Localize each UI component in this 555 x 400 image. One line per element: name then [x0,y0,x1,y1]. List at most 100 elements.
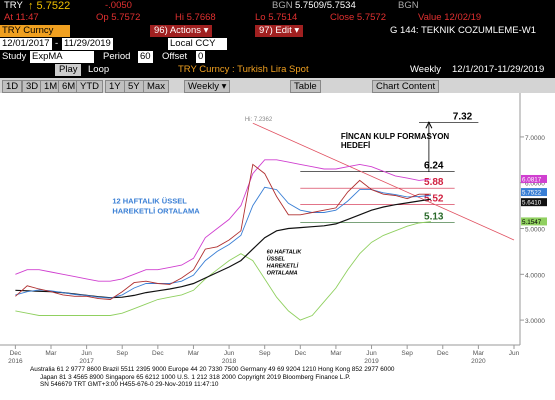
open: Op 5.7572 [96,12,141,23]
price-tag [521,188,547,197]
period[interactable]: 60 [138,51,153,63]
y-tick-label: 7.0000 [525,135,545,142]
x-tick-label: Dec [152,350,164,357]
level-label: 5.52 [424,194,444,205]
edit-menu[interactable]: 97) Edit ▾ [255,25,304,37]
period-button[interactable]: 5Y [124,80,144,93]
x-tick-label: Jun [224,350,235,357]
footer-line: Japan 81 3 4565 8900 Singapore 65 6212 1… [40,373,351,381]
y-tick-label: 3.0000 [525,318,545,325]
period-button[interactable]: 1D [2,80,23,93]
price-tag [521,174,547,183]
range: 12/1/2017-11/29/2019 [452,64,545,75]
description: TRY Curncy : Turkish Lira Spot [178,64,309,75]
study[interactable]: ExpMA [30,51,94,63]
footer: Australia 61 2 9777 8600 Brazil 5511 239… [0,366,555,400]
level-label: 5.88 [424,177,444,188]
level-label: 7.32 [453,111,473,122]
chart-background [0,93,555,366]
period-button[interactable]: Max [143,80,169,93]
security-input[interactable]: TRY Curncy [0,25,70,37]
start-date[interactable]: 12/01/2017 [0,38,52,50]
period-button[interactable]: 1Y [105,80,125,93]
source: BGN [272,0,293,11]
level-label: 6.24 [424,161,444,172]
offset[interactable]: 0 [196,51,206,63]
x-tick-label: Mar [45,350,57,357]
last-price: ↑ 5.7522 [28,0,71,12]
year-label: 2020 [471,358,486,365]
annotation: HAREKETLİ ORTALAMA [112,206,200,215]
year-label: 2019 [364,358,379,365]
time: At 11:47 [4,12,39,23]
x-tick-label: Mar [473,350,485,357]
close: Close 5.7572 [330,12,386,23]
chart-content-button[interactable]: Chart Content [372,80,440,93]
source: BGN [398,0,419,11]
series-line [15,186,431,299]
level-label: 5.13 [424,212,444,223]
x-tick-label: Dec [10,350,22,357]
label: Offset [162,51,188,62]
series-line [15,159,431,282]
period-button[interactable]: YTD [76,80,103,93]
end-date[interactable]: 11/29/2019 [62,38,113,50]
year-label: 2017 [79,358,94,365]
x-tick-label: Sep [116,350,128,357]
footer-line: Australia 61 2 9777 8600 Brazil 5511 239… [30,366,395,373]
arrow-head [425,121,433,129]
x-tick-label: Mar [330,350,342,357]
footer-line: SN 546679 TRT GMT+3:00 H455-676-0 29-Nov… [40,381,219,388]
label: Period [103,51,131,62]
loop-checkbox[interactable]: Loop [88,64,110,75]
price-tag-label: 6.0817 [522,176,542,183]
label: Study [2,51,27,62]
y-tick-label: 5.0000 [525,227,545,234]
price-tag [521,217,547,226]
low: Lo 5.7514 [255,12,298,23]
actions-menu[interactable]: 96) Actions ▾ [150,25,213,37]
ticker: TRY [4,0,23,11]
x-tick-label: Dec [295,350,307,357]
table-button[interactable]: Table [290,80,321,93]
dash: - [55,38,59,49]
chart: 3.0000 4.0000 5.0000 6.0000 7.0000 Dec Mar Jun S… [0,93,555,366]
annotation: ORTALAMA [267,271,298,277]
change: -.0050 [105,0,132,11]
annotation: Hi: 7.2362 [245,117,273,123]
annotation: HEDEFİ [341,141,370,150]
frequency: Weekly [410,64,441,75]
high: Hi 5.7668 [175,12,216,23]
annotation: ÜSSEL [267,256,286,263]
y-tick-label: 6.0000 [525,181,545,188]
currency[interactable]: Local CCY [168,38,227,50]
annotation: 12 HAFTALIK ÜSSEL [112,196,187,205]
x-tick-label: Jun [366,350,377,357]
year-label: 2018 [222,358,237,365]
price-tag-label: 5.1547 [522,219,542,226]
price-tag-label: 5.6410 [522,200,542,207]
annotation: 60 HAFTALIK [267,250,303,256]
x-tick-label: Jun [509,350,520,357]
year-label: 2016 [8,358,23,365]
annotation: HAREKETLİ [267,263,299,270]
x-tick-label: Mar [188,350,200,357]
x-tick-label: Sep [259,350,271,357]
period-button[interactable]: 1M [40,80,62,93]
x-tick-label: Jun [81,350,92,357]
series-line [15,163,431,300]
frequency-select[interactable]: Weekly ▾ [184,80,231,93]
price-tag-label: 5.7522 [522,190,542,197]
play-button[interactable]: Play [55,64,82,76]
series-line [15,221,431,321]
y-tick-label: 4.0000 [525,272,545,279]
x-tick-label: Sep [401,350,413,357]
page-title: G 144: TEKNIK COZUMLEME-W1 [390,25,537,36]
annotation: FİNCAN KULP FORMASYON [341,132,450,141]
bid-ask: 5.7509/5.7534 [295,0,356,11]
price-tag [521,198,547,207]
trendline [252,122,515,241]
x-tick-label: Dec [437,350,449,357]
value-date: Value 12/02/19 [418,12,482,23]
